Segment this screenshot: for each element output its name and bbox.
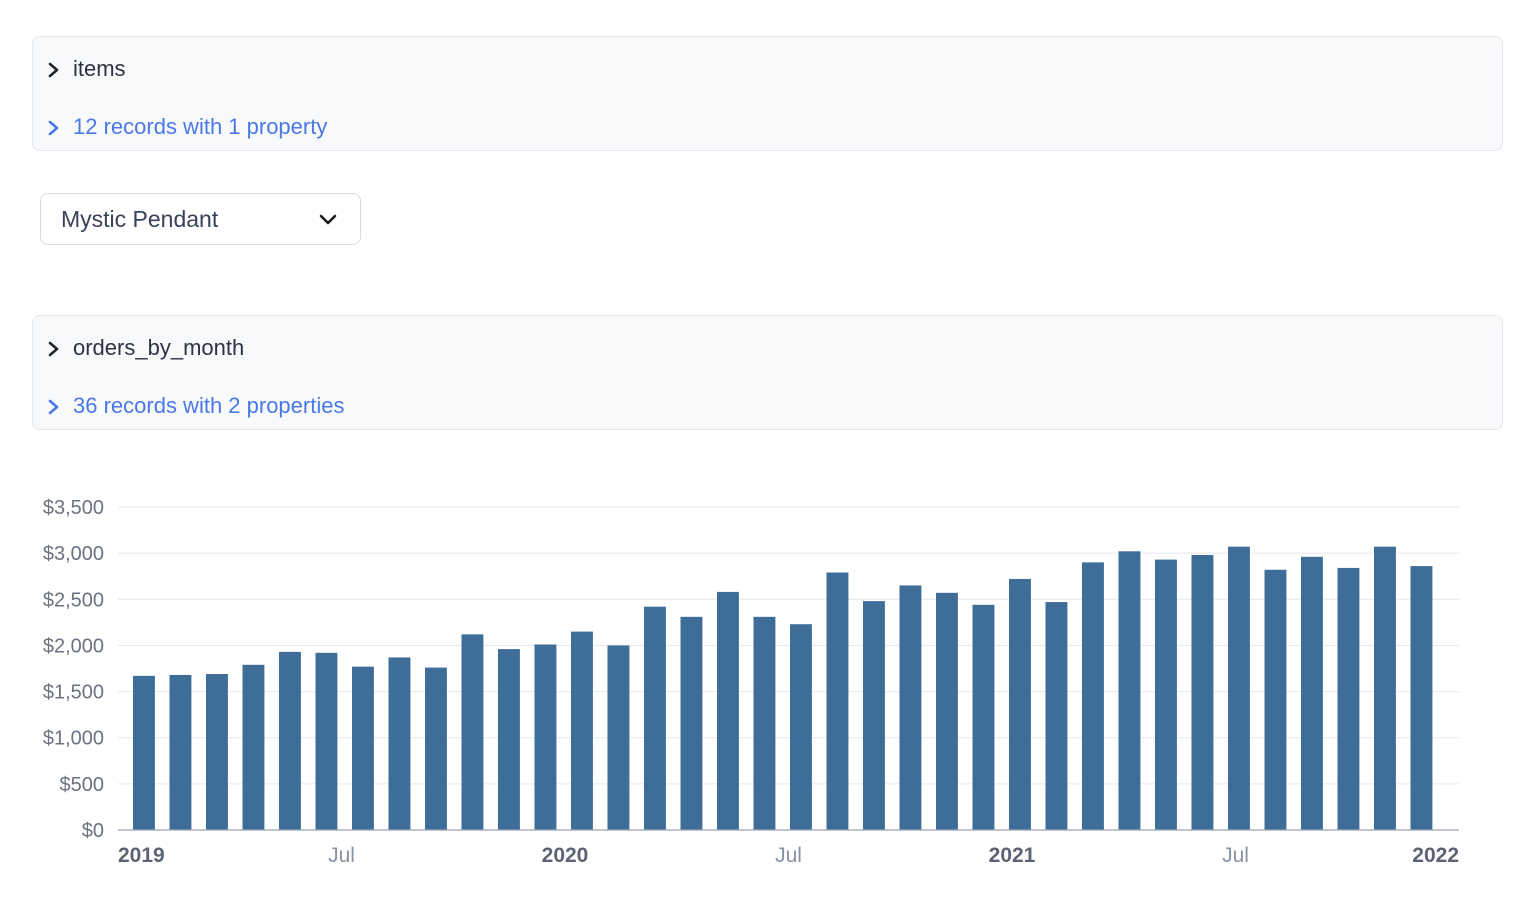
svg-text:2019: 2019 [118, 844, 165, 867]
svg-text:Jul: Jul [328, 844, 355, 867]
svg-text:$1,500: $1,500 [43, 682, 104, 704]
svg-text:$500: $500 [60, 774, 105, 796]
svg-text:Jul: Jul [1222, 844, 1249, 867]
svg-text:$2,000: $2,000 [43, 635, 104, 657]
svg-text:$3,000: $3,000 [43, 543, 104, 565]
svg-text:$3,500: $3,500 [43, 497, 104, 519]
svg-text:2021: 2021 [989, 844, 1036, 867]
svg-text:2020: 2020 [542, 844, 589, 867]
svg-text:2022: 2022 [1412, 844, 1459, 867]
svg-text:$2,500: $2,500 [43, 589, 104, 611]
svg-text:Jul: Jul [775, 844, 802, 867]
svg-text:$0: $0 [82, 820, 104, 842]
svg-text:$1,000: $1,000 [43, 728, 104, 750]
